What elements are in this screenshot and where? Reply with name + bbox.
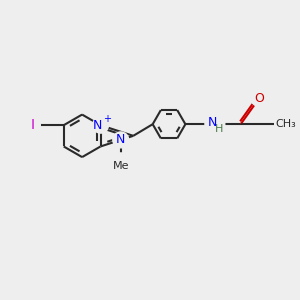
Text: N: N <box>116 134 125 146</box>
Circle shape <box>108 153 134 178</box>
Circle shape <box>251 91 267 106</box>
Text: N: N <box>93 119 102 132</box>
Text: H: H <box>215 124 223 134</box>
Circle shape <box>113 132 129 148</box>
Text: CH₃: CH₃ <box>275 119 296 129</box>
Text: I: I <box>30 118 34 132</box>
Circle shape <box>25 117 40 133</box>
Text: Me: Me <box>112 161 129 171</box>
Text: N: N <box>208 116 217 129</box>
Circle shape <box>93 117 109 133</box>
Circle shape <box>205 114 225 134</box>
Text: +: + <box>103 114 111 124</box>
Text: O: O <box>254 92 264 105</box>
